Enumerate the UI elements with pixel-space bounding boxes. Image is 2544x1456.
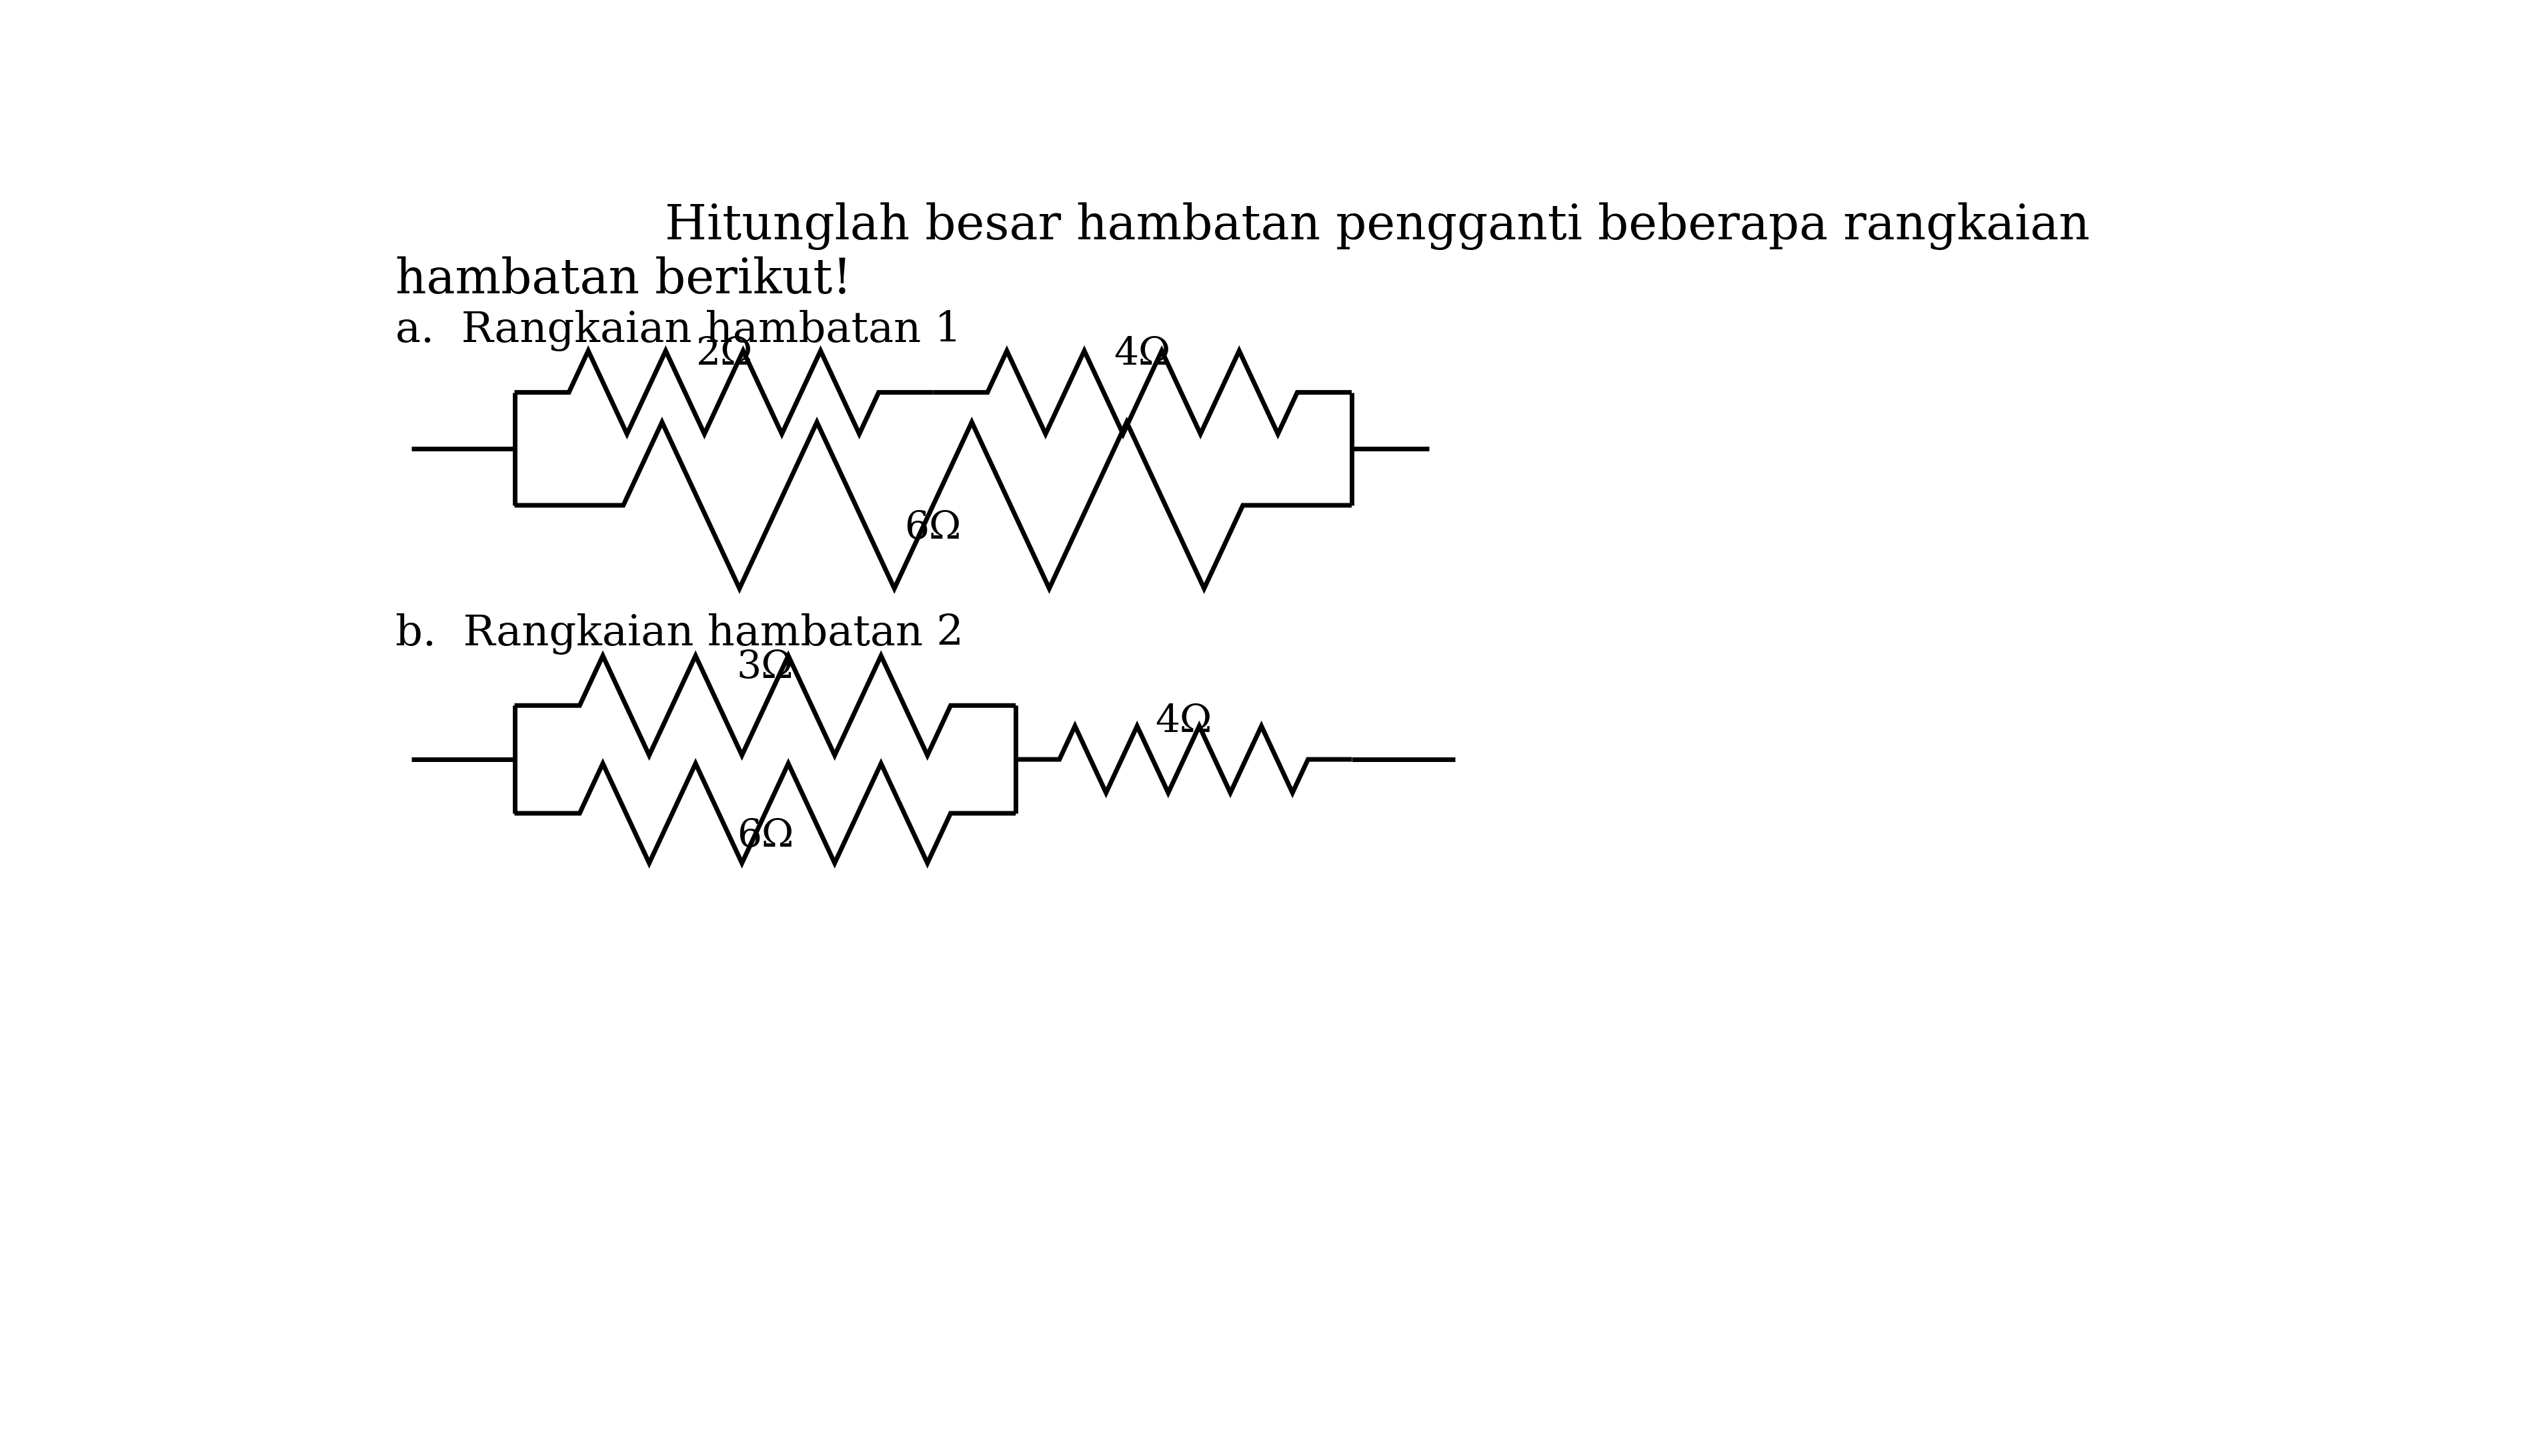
Text: 4Ω: 4Ω	[1155, 703, 1211, 740]
Text: b.  Rangkaian hambatan 2: b. Rangkaian hambatan 2	[394, 613, 964, 655]
Text: a.  Rangkaian hambatan 1: a. Rangkaian hambatan 1	[394, 310, 962, 352]
Text: hambatan berikut!: hambatan berikut!	[394, 256, 852, 303]
Text: Hitunglah besar hambatan pengganti beberapa rangkaian: Hitunglah besar hambatan pengganti beber…	[664, 202, 2089, 250]
Text: 3Ω: 3Ω	[735, 649, 794, 686]
Text: 6Ω: 6Ω	[735, 817, 794, 855]
Text: 4Ω: 4Ω	[1114, 335, 1170, 373]
Text: 6Ω: 6Ω	[903, 510, 962, 547]
Text: 2Ω: 2Ω	[695, 335, 753, 373]
